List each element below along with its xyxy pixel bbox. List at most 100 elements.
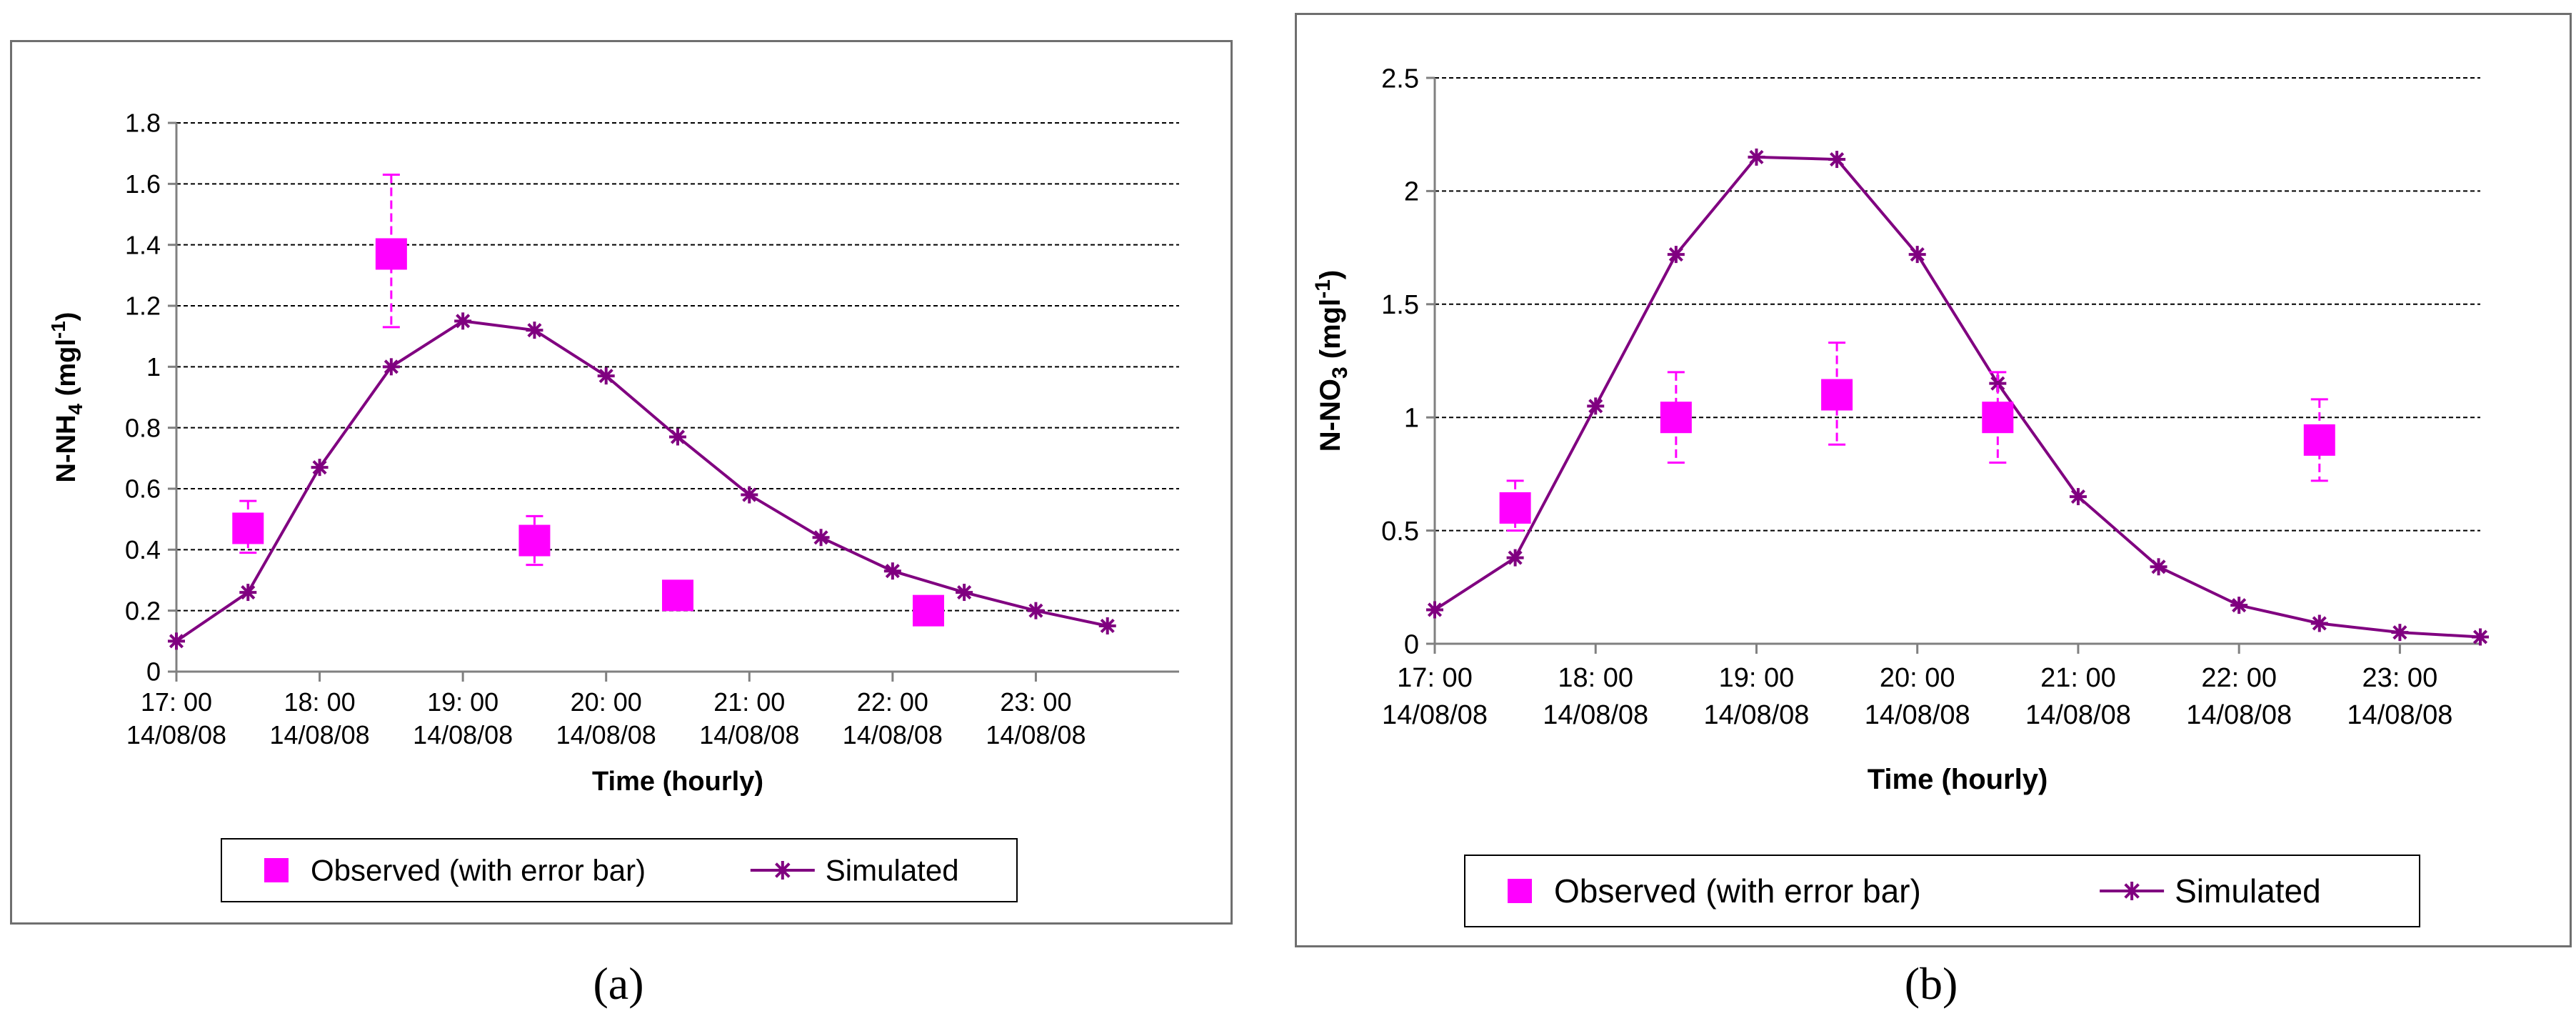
caption-b: (b): [1904, 958, 1958, 1009]
simulated-point-b-10: [2230, 597, 2248, 614]
x-tick-label-b-3: 20: 00: [1880, 663, 1955, 693]
y-tick-label-a-2: 0.4: [125, 535, 161, 564]
simulated-point-a-8: [741, 486, 758, 504]
x-tick-date-b-6: 14/08/08: [2347, 700, 2452, 730]
legend-simulated-label-a: Simulated: [826, 854, 959, 887]
simulated-point-a-10: [883, 562, 901, 580]
simulated-point-b-2: [1587, 397, 1605, 415]
y-tick-label-b-5: 2.5: [1381, 64, 1419, 94]
legend-observed-label-b: Observed (with error bar): [1554, 872, 1921, 910]
y-tick-label-b-0: 0: [1404, 629, 1419, 659]
x-tick-date-a-4: 14/08/08: [699, 720, 799, 749]
x-tick-date-b-4: 14/08/08: [2025, 700, 2131, 730]
x-axis-title-a: Time (hourly): [592, 767, 763, 797]
observed-point-b-2: [1821, 379, 1853, 411]
simulated-point-a-3: [382, 358, 400, 376]
legend-simulated-label-b: Simulated: [2175, 872, 2321, 910]
simulated-point-b-1: [1506, 549, 1524, 567]
simulated-point-a-7: [669, 428, 686, 446]
caption-a: (a): [593, 958, 644, 1009]
x-tick-label-b-0: 17: 00: [1397, 663, 1473, 693]
y-tick-label-a-9: 1.8: [125, 109, 161, 138]
y-tick-label-a-5: 1: [146, 352, 161, 382]
legend-observed-label-a: Observed (with error bar): [311, 854, 646, 887]
x-tick-date-b-5: 14/08/08: [2186, 700, 2292, 730]
y-tick-label-a-7: 1.4: [125, 230, 161, 259]
simulated-point-b-6: [1908, 246, 1926, 264]
x-tick-date-a-3: 14/08/08: [556, 720, 656, 749]
x-tick-date-b-1: 14/08/08: [1543, 700, 1648, 730]
legend-simulated-marker-a: [773, 861, 792, 880]
x-tick-date-b-2: 14/08/08: [1704, 700, 1810, 730]
x-tick-date-b-0: 14/08/08: [1382, 700, 1488, 730]
y-axis-title-a: N-NH4 (mgl-1): [47, 312, 86, 483]
legend-box-b: [1464, 855, 2420, 927]
simulated-point-b-9: [2150, 558, 2167, 576]
simulated-point-a-2: [311, 459, 329, 477]
y-tick-label-a-0: 0: [146, 657, 161, 687]
legend-a: Observed (with error bar) Simulated: [221, 838, 1018, 902]
simulated-point-a-6: [597, 367, 615, 385]
x-tick-label-a-6: 23: 00: [1000, 687, 1071, 717]
y-tick-label-a-8: 1.6: [125, 169, 161, 199]
simulated-line-a: [175, 319, 1108, 642]
x-axis-title-b: Time (hourly): [1868, 764, 2048, 795]
simulated-point-a-12: [1027, 602, 1045, 619]
x-tick-label-b-5: 22: 00: [2201, 663, 2277, 693]
simulated-point-a-9: [812, 529, 830, 547]
observed-point-b-3: [1982, 402, 2014, 434]
simulated-point-a-5: [526, 322, 543, 339]
x-tick-label-a-1: 18: 00: [284, 687, 356, 717]
x-tick-date-a-0: 14/08/08: [126, 720, 226, 749]
x-tick-label-a-2: 19: 00: [427, 687, 498, 717]
y-tick-label-a-4: 0.8: [125, 413, 161, 442]
x-tick-date-a-6: 14/08/08: [986, 720, 1086, 749]
simulated-point-a-4: [454, 312, 472, 330]
simulated-point-b-5: [1828, 151, 1846, 169]
simulated-point-b-0: [1426, 601, 1443, 619]
simulated-point-b-3: [1667, 246, 1685, 264]
x-tick-label-a-3: 20: 00: [571, 687, 642, 717]
simulated-point-b-4: [1748, 148, 1765, 166]
y-tick-label-b-2: 1: [1404, 404, 1419, 434]
simulated-point-a-13: [1098, 617, 1116, 634]
simulated-line-b: [1433, 155, 2481, 639]
y-tick-label-b-1: 0.5: [1381, 517, 1419, 547]
x-tick-label-a-0: 17: 00: [141, 687, 212, 717]
observed-point-a-3: [662, 579, 693, 612]
simulated-point-a-0: [168, 632, 185, 650]
legend-observed-marker-b: [1508, 879, 1532, 903]
y-tick-label-a-6: 1.2: [125, 292, 161, 321]
y-tick-label-b-4: 2: [1404, 177, 1419, 207]
y-tick-label-a-3: 0.6: [125, 474, 161, 504]
y-tick-label-b-3: 1.5: [1381, 290, 1419, 320]
chart-panel-a: 0 0.2 0.4 0.6 0.8 1 1.2 1.4 1.6 1.8 17: 00 14/08/08…: [10, 40, 1233, 925]
observed-point-a-1: [375, 238, 407, 270]
simulated-point-a-1: [239, 584, 257, 602]
simulated-point-a-11: [956, 584, 973, 602]
legend-observed-marker-a: [264, 858, 289, 882]
x-tick-label-b-1: 18: 00: [1558, 663, 1633, 693]
simulated-point-b-8: [2069, 488, 2087, 506]
observed-point-a-2: [518, 524, 551, 557]
observed-point-a-4: [913, 594, 944, 627]
chart-panel-b: 0 0.5 1 1.5 2 2.5 17: 00 14/08/08 18: 00 14/08/08…: [1295, 13, 2572, 947]
x-tick-label-b-4: 21: 00: [2040, 663, 2116, 693]
observed-point-b-1: [1660, 402, 1692, 434]
chart-b-svg: 0 0.5 1 1.5 2 2.5 17: 00 14/08/08 18: 00 14/08/08…: [1311, 64, 2489, 927]
chart-a-svg: 0 0.2 0.4 0.6 0.8 1 1.2 1.4 1.6 1.8 17: 00 14/08/08…: [47, 109, 1179, 902]
x-tick-date-b-3: 14/08/08: [1865, 700, 1970, 730]
observed-point-b-0: [1499, 492, 1531, 524]
x-tick-label-a-4: 21: 00: [713, 687, 785, 717]
y-tick-label-a-1: 0.2: [125, 596, 161, 625]
x-tick-label-b-6: 23: 00: [2362, 663, 2438, 693]
legend-b: Observed (with error bar) Simulated: [1464, 855, 2420, 927]
legend-simulated-marker-b: [2123, 882, 2142, 900]
x-tick-label-a-5: 22: 00: [857, 687, 928, 717]
legend-box-a: [221, 838, 1018, 902]
x-tick-date-a-2: 14/08/08: [413, 720, 513, 749]
x-tick-date-a-5: 14/08/08: [843, 720, 943, 749]
x-tick-date-a-1: 14/08/08: [270, 720, 370, 749]
y-axis-title-b: N-NO3 (mgl-1): [1311, 270, 1352, 452]
x-tick-label-b-2: 19: 00: [1719, 663, 1795, 693]
